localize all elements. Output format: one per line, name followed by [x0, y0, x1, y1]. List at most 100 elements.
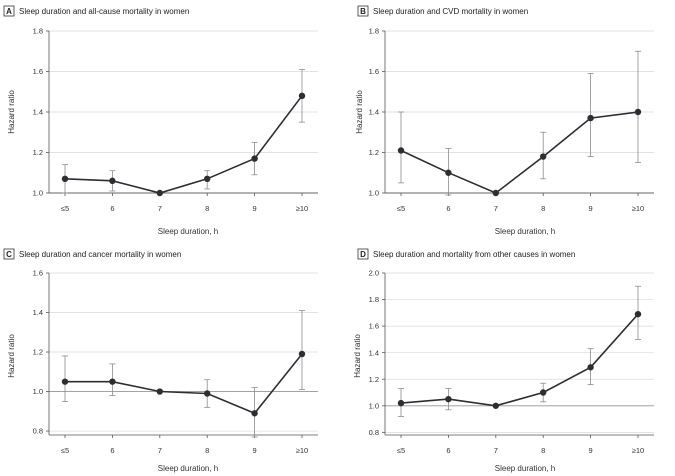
- panel-a-data-point: [204, 175, 211, 183]
- panel-b-data-point: [492, 189, 499, 197]
- panel-c-y-tick-label: 1.2: [33, 348, 43, 357]
- panel-c-data-point: [61, 378, 69, 385]
- panel-a-data-point: [61, 175, 69, 183]
- panel-a-y-axis-label: Hazard ratio: [7, 90, 16, 134]
- panel-a-letter: A: [6, 7, 12, 16]
- panel-d-y-tick-label: 2.0: [369, 269, 379, 278]
- panel-d-letter: D: [360, 250, 366, 259]
- panel-c-letter-badge: [3, 248, 15, 260]
- panel-a-y-tick-label: 1.4: [33, 108, 43, 117]
- panel-b-x-tick-label: 7: [494, 204, 498, 213]
- panel-a-series-line: [64, 95, 303, 194]
- panel-d-data-point: [587, 364, 594, 371]
- panel-b-y-tick-label: 1.8: [369, 27, 379, 36]
- panel-d-x-tick-label: 8: [541, 446, 545, 455]
- panel-d-x-tick-label: ≤5: [397, 446, 405, 455]
- panel-a-x-axis-label: Sleep duration, h: [158, 227, 219, 236]
- panel-b-x-tick-label: 9: [589, 204, 593, 213]
- panel-d-y-tick-label: 1.6: [369, 322, 379, 331]
- panel-c-data-point: [156, 388, 163, 395]
- panel-c-x-tick-label: ≥10: [296, 446, 308, 455]
- panel-c-series-line: [65, 353, 303, 415]
- panel-a: A Sleep duration and all-cause mortality…: [3, 5, 318, 236]
- panel-d-x-tick-label: 6: [446, 446, 450, 455]
- panel-c-x-tick-label: 8: [205, 446, 209, 455]
- panel-c-y-axis-label: Hazard ratio: [7, 334, 16, 378]
- panel-d-x-tick-label: 9: [589, 446, 593, 455]
- panel-b-series-line: [400, 111, 639, 194]
- panel-c-title: Sleep duration and cancer mortality in w…: [19, 250, 181, 259]
- panel-c-plot: 0.8 1.0 1.2 1.4 1.6 ≤5 6 7 8 9 ≥10: [33, 269, 318, 455]
- panel-c-x-tick-label: 7: [158, 446, 162, 455]
- panel-d-data-point: [634, 310, 642, 318]
- panel-d-x-axis-label: Sleep duration, h: [495, 464, 556, 473]
- panel-c: C Sleep duration and cancer mortality in…: [3, 248, 318, 473]
- panel-c-data-point: [298, 350, 306, 358]
- panel-a-x-tick-label: 8: [205, 204, 209, 213]
- panel-b-y-tick-label: 1.2: [369, 148, 379, 157]
- panel-b-y-tick-label: 1.6: [369, 67, 379, 76]
- panel-b-data-point: [540, 153, 547, 160]
- panel-d-y-tick-label: 1.2: [369, 375, 379, 384]
- panel-a-data-point: [298, 92, 306, 100]
- panel-a-letter-badge: [3, 5, 15, 17]
- panel-a-plot: 1.0 1.2 1.4 1.6 1.8 ≤5 6 7 8 9 ≥10: [33, 27, 318, 213]
- panel-a-y-tick-label: 1.6: [33, 67, 43, 76]
- panel-c-x-tick-label: 6: [110, 446, 114, 455]
- panel-b-y-tick-label: 1.4: [369, 108, 379, 117]
- panel-c-letter: C: [6, 250, 12, 259]
- panel-b-data-point: [397, 147, 405, 154]
- panel-c-data-point: [251, 410, 258, 417]
- panel-a-x-tick-label: 9: [253, 204, 257, 213]
- panel-c-x-tick-label: 9: [253, 446, 257, 455]
- panel-d-y-tick-label: 1.8: [369, 295, 379, 304]
- panel-d-data-point: [492, 402, 499, 409]
- panel-a-x-tick-label: ≥10: [296, 204, 308, 213]
- panel-d-letter-badge: [357, 248, 369, 260]
- panel-c-y-tick-label: 1.6: [33, 269, 43, 278]
- panel-b-y-axis-label: Hazard ratio: [355, 90, 364, 134]
- panel-d-data-point: [445, 395, 452, 403]
- panel-b-plot: 1.0 1.2 1.4 1.6 1.8 ≤5 6 7 8 9 ≥10: [369, 27, 654, 213]
- panel-a-x-tick-label: 6: [110, 204, 114, 213]
- panel-d-plot: 0.8 1.0 1.2 1.4 1.6 1.8 2.0 ≤5 6 7 8 9 ≥10: [369, 269, 654, 455]
- panel-b-x-axis-label: Sleep duration, h: [495, 227, 556, 236]
- panel-b-letter: B: [360, 7, 366, 16]
- panel-a-x-tick-label: ≤5: [61, 204, 69, 213]
- panel-b-data-point: [634, 108, 642, 116]
- panel-d: D Sleep duration and mortality from othe…: [353, 248, 654, 473]
- panel-a-y-tick-label: 1.8: [33, 27, 43, 36]
- panel-c-data-point: [204, 390, 211, 397]
- panel-a-x-tick-label: 7: [158, 204, 162, 213]
- panel-c-y-tick-label: 0.8: [33, 427, 43, 436]
- panel-a-y-tick-label: 1.2: [33, 148, 43, 157]
- panel-b-letter-badge: [357, 5, 369, 17]
- panel-a-data-point: [251, 155, 258, 162]
- panel-b-x-tick-label: 8: [541, 204, 545, 213]
- panel-d-title: Sleep duration and mortality from other …: [373, 250, 575, 259]
- panel-b-y-tick-label: 1.0: [369, 189, 379, 198]
- panel-d-x-tick-label: ≥10: [632, 446, 644, 455]
- panel-d-series-line: [400, 313, 639, 407]
- panel-d-x-tick-label: 7: [494, 446, 498, 455]
- panel-b: B Sleep duration and CVD mortality in wo…: [355, 5, 654, 236]
- panel-d-data-point: [397, 399, 405, 407]
- panel-b-title: Sleep duration and CVD mortality in wome…: [373, 7, 528, 16]
- panel-a-data-point: [156, 189, 163, 197]
- panel-a-title: Sleep duration and all-cause mortality i…: [19, 7, 189, 16]
- panel-c-data-point: [109, 378, 116, 385]
- panel-d-y-tick-label: 0.8: [369, 428, 379, 437]
- panel-d-y-axis-label: Hazard ratio: [353, 334, 362, 378]
- panel-c-y-tick-label: 1.0: [33, 387, 43, 396]
- panel-c-x-axis-label: Sleep duration, h: [158, 464, 219, 473]
- panel-b-x-tick-label: 6: [446, 204, 450, 213]
- panel-b-x-tick-label: ≤5: [397, 204, 405, 213]
- panel-b-data-point: [445, 169, 452, 176]
- panel-c-y-tick-label: 1.4: [33, 308, 43, 317]
- panel-a-y-tick-label: 1.0: [33, 189, 43, 198]
- panel-d-y-tick-label: 1.0: [369, 401, 379, 410]
- panel-a-data-point: [109, 177, 116, 185]
- panel-d-data-point: [540, 389, 547, 396]
- panel-b-data-point: [587, 114, 594, 122]
